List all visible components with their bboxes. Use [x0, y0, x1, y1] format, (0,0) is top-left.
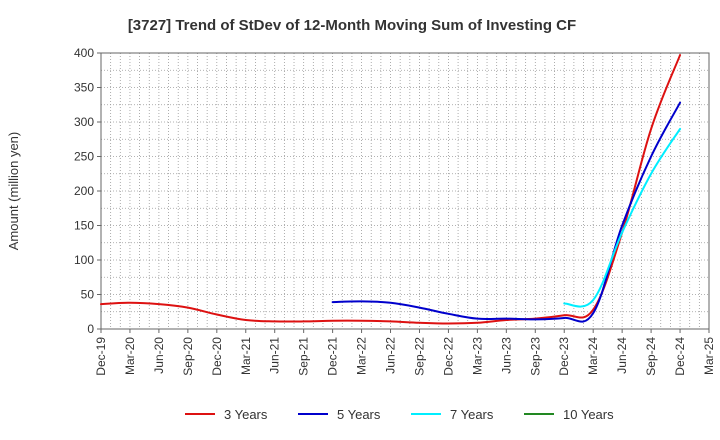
y-axis-label: Amount (million yen): [6, 132, 21, 251]
series-line-5-years: [331, 101, 682, 323]
series-line-3-years: [100, 54, 682, 325]
y-tick-label: 200: [74, 184, 94, 198]
x-tick-label: Dec-22: [441, 337, 455, 376]
x-tick-label: Mar-24: [586, 337, 600, 375]
x-tick-label: Dec-19: [94, 337, 108, 376]
y-tick-label: 100: [74, 253, 94, 267]
x-tick-label: Jun-20: [152, 337, 166, 374]
x-tick-label: Jun-23: [499, 337, 513, 374]
x-tick-label: Jun-22: [384, 337, 398, 374]
x-tick-label: Sep-23: [528, 337, 542, 376]
x-tick-label: Mar-23: [470, 337, 484, 375]
legend-label-3-years: 3 Years: [224, 407, 268, 422]
y-tick-label: 400: [74, 46, 94, 60]
x-tick-label: Dec-23: [557, 337, 571, 376]
x-tick-label: Jun-24: [615, 337, 629, 374]
series-line-7-years: [563, 127, 682, 308]
legend: 3 Years 5 Years 7 Years 10 Years: [185, 407, 614, 422]
x-tick-label: Sep-20: [181, 337, 195, 376]
legend-label-7-years: 7 Years: [450, 407, 494, 422]
x-tick-label: Dec-24: [673, 337, 687, 376]
y-tick-label: 150: [74, 219, 94, 233]
x-tick-label: Sep-21: [297, 337, 311, 376]
x-tick-label: Dec-20: [210, 337, 224, 376]
x-tick-label: Sep-24: [644, 337, 658, 376]
chart-title: [3727] Trend of StDev of 12-Month Moving…: [128, 17, 576, 34]
y-tick-label: 300: [74, 115, 94, 129]
legend-label-10-years: 10 Years: [563, 407, 614, 422]
y-tick-label: 250: [74, 150, 94, 164]
x-tick-label: Mar-25: [702, 337, 716, 375]
grid-lines: [100, 52, 710, 330]
y-tick-label: 350: [74, 81, 94, 95]
x-tick-label: Jun-21: [268, 337, 282, 374]
y-tick-label: 50: [81, 288, 95, 302]
y-tick-label: 0: [87, 322, 94, 336]
plot-area: 0 50 100 150 200 250 300 350 400 Dec-19 Mar-20 Jun-…: [74, 46, 716, 376]
x-tick-label: Mar-21: [239, 337, 253, 375]
x-tick-label: Mar-20: [123, 337, 137, 375]
x-tick-label: Sep-22: [412, 337, 426, 376]
x-tick-label: Dec-21: [326, 337, 340, 376]
x-tick-label: Mar-22: [355, 337, 369, 375]
legend-label-5-years: 5 Years: [337, 407, 381, 422]
